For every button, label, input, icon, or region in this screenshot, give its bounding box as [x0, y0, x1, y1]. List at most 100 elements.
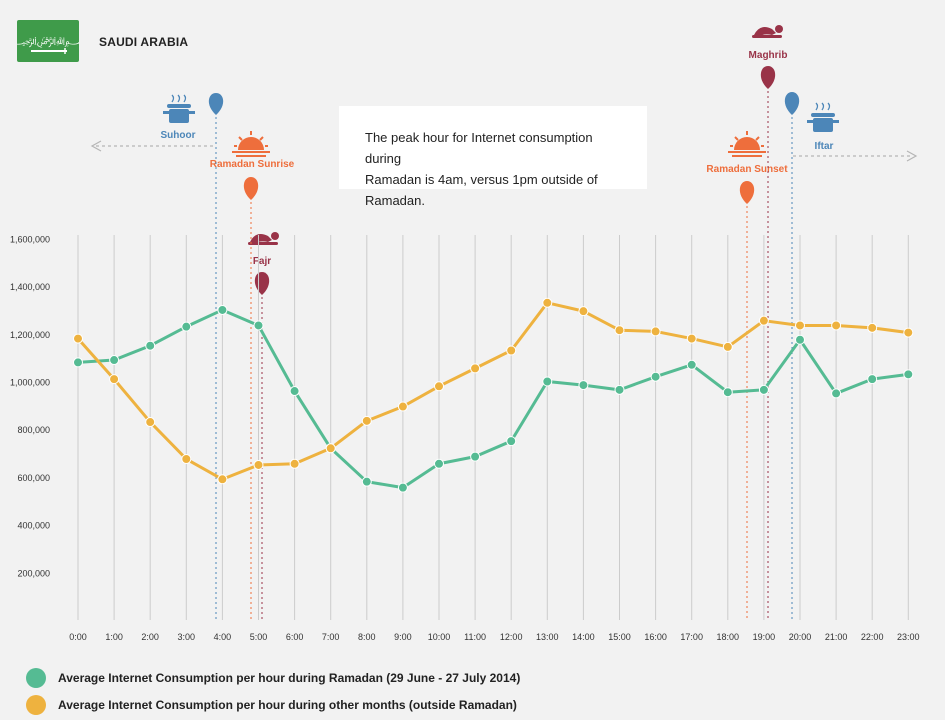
- legend-other-swatch: [26, 695, 46, 715]
- data-point-ramadan: [253, 320, 264, 331]
- x-tick-label: 4:00: [214, 632, 232, 642]
- x-tick-label: 7:00: [322, 632, 340, 642]
- data-point-other: [542, 297, 553, 308]
- data-point-other: [867, 322, 878, 333]
- data-point-other: [758, 315, 769, 326]
- data-point-other: [470, 363, 481, 374]
- x-tick-label: 13:00: [536, 632, 559, 642]
- y-tick-label: 1,600,000: [10, 234, 50, 244]
- x-tick-label: 14:00: [572, 632, 595, 642]
- x-tick-label: 19:00: [753, 632, 776, 642]
- maghrib-pin-icon: [760, 66, 776, 89]
- data-point-ramadan: [289, 386, 300, 397]
- iftar-pin-icon: [784, 92, 800, 115]
- sunset-pin-icon: [739, 181, 755, 204]
- fajr-pin-icon: [254, 272, 270, 295]
- data-point-ramadan: [361, 476, 372, 487]
- x-tick-label: 18:00: [717, 632, 740, 642]
- data-point-ramadan: [542, 376, 553, 387]
- x-tick-label: 20:00: [789, 632, 812, 642]
- data-point-other: [795, 320, 805, 331]
- data-point-ramadan: [686, 359, 697, 370]
- data-point-other: [434, 381, 444, 392]
- svg-text:﷽: ﷽: [17, 36, 79, 48]
- data-point-other: [181, 454, 192, 465]
- maghrib-prayer-icon: [752, 25, 783, 38]
- sunrise-pin-icon: [243, 177, 259, 200]
- data-point-other: [145, 417, 156, 428]
- data-point-other: [109, 374, 120, 385]
- data-point-ramadan: [397, 482, 408, 493]
- data-point-ramadan: [109, 355, 120, 366]
- legend-other-label: Average Internet Consumption per hour du…: [58, 698, 517, 712]
- x-tick-label: 15:00: [608, 632, 631, 642]
- x-tick-label: 23:00: [897, 632, 920, 642]
- x-tick-label: 9:00: [394, 632, 412, 642]
- data-point-ramadan: [434, 458, 444, 469]
- x-tick-label: 5:00: [250, 632, 268, 642]
- x-tick-label: 21:00: [825, 632, 848, 642]
- data-point-ramadan: [903, 369, 914, 380]
- data-point-ramadan: [831, 388, 842, 399]
- data-point-other: [506, 345, 517, 356]
- x-tick-label: 11:00: [464, 632, 486, 642]
- y-tick-label: 1,000,000: [10, 378, 50, 388]
- data-point-ramadan: [650, 371, 661, 382]
- data-point-other: [217, 474, 228, 485]
- y-tick-label: 400,000: [17, 521, 50, 531]
- sunrise-icon: [232, 131, 270, 157]
- data-point-other: [686, 333, 697, 344]
- ramadan-sunrise-label: Ramadan Sunrise: [210, 159, 295, 170]
- data-point-other: [397, 401, 408, 412]
- plot-area: 200,000 400,000 600,000 800,000 1,000,000 1,2…: [10, 234, 920, 642]
- note-line-2: Ramadan is 4am, versus 1pm outside of Ra…: [365, 172, 598, 208]
- y-tick-label: 1,200,000: [10, 330, 50, 340]
- data-point-ramadan: [470, 451, 481, 462]
- y-tick-label: 600,000: [17, 473, 50, 483]
- series-line-ramadan: [77, 308, 909, 490]
- fajr-label: Fajr: [253, 256, 271, 267]
- data-point-ramadan: [722, 387, 733, 398]
- series-line-other: [76, 301, 909, 481]
- x-tick-label: 12:00: [500, 632, 523, 642]
- x-tick-label: 16:00: [644, 632, 667, 642]
- data-point-ramadan: [506, 436, 517, 447]
- y-tick-label: 800,000: [17, 425, 50, 435]
- data-point-other: [289, 458, 300, 469]
- fajr-prayer-icon: [248, 232, 279, 245]
- x-tick-label: 0:00: [69, 632, 87, 642]
- data-point-other: [361, 415, 372, 426]
- data-point-other: [73, 333, 83, 344]
- data-point-ramadan: [867, 374, 878, 385]
- x-tick-label: 10:00: [428, 632, 451, 642]
- legend-ramadan-label: Average Internet Consumption per hour du…: [58, 671, 521, 685]
- y-tick-label: 200,000: [17, 568, 50, 578]
- data-point-ramadan: [795, 334, 805, 345]
- y-tick-label: 1,400,000: [10, 282, 50, 292]
- note-line-1: The peak hour for Internet consumption d…: [365, 130, 593, 166]
- iftar-label: Iftar: [815, 141, 834, 152]
- data-point-other: [903, 327, 914, 338]
- data-point-other: [578, 306, 589, 317]
- x-tick-label: 6:00: [286, 632, 304, 642]
- suhoor-pin-icon: [208, 93, 224, 115]
- data-point-ramadan: [614, 384, 625, 395]
- data-point-ramadan: [217, 304, 228, 315]
- data-point-ramadan: [181, 321, 192, 332]
- x-tick-label: 1:00: [105, 632, 123, 642]
- data-point-other: [253, 459, 264, 470]
- x-tick-label: 3:00: [178, 632, 196, 642]
- legend-ramadan-swatch: [26, 668, 46, 688]
- suhoor-pot-icon: [163, 94, 195, 123]
- iftar-pot-icon: [807, 102, 839, 132]
- x-tick-label: 8:00: [358, 632, 376, 642]
- data-point-other: [614, 325, 625, 336]
- data-point-ramadan: [73, 357, 83, 368]
- legend-ramadan: Average Internet Consumption per hour du…: [26, 668, 520, 688]
- maghrib-label: Maghrib: [749, 50, 788, 61]
- suhoor-arrow: [90, 140, 214, 152]
- data-point-other: [650, 326, 661, 337]
- saudi-flag-icon: ﷽: [10, 20, 87, 62]
